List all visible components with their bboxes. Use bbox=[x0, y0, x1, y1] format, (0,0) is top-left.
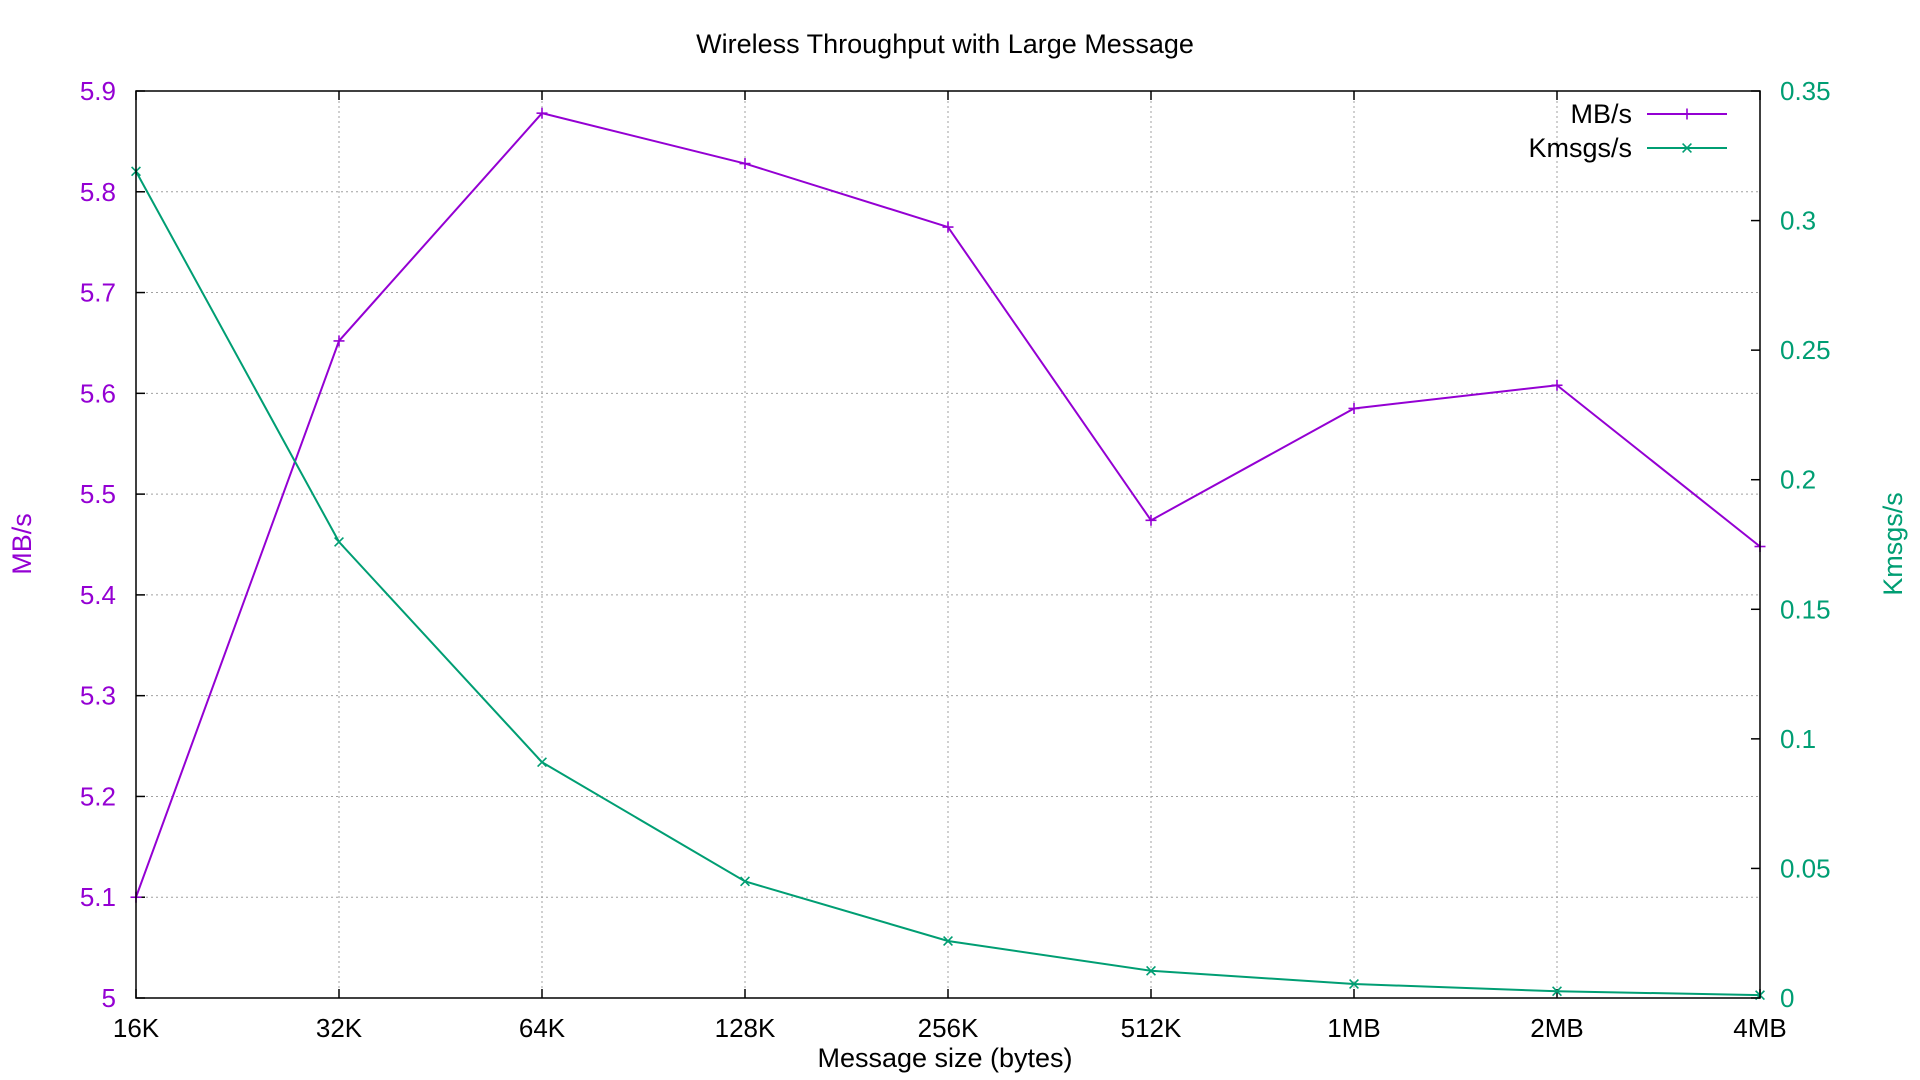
y2-tick-label: 0.1 bbox=[1780, 724, 1816, 754]
y2-tick-label: 0.25 bbox=[1780, 335, 1831, 365]
y-tick-label: 5.9 bbox=[80, 76, 116, 106]
y-axis-label: MB/s bbox=[7, 513, 37, 575]
data-point-mb-s bbox=[1348, 402, 1360, 414]
x-tick-label: 2MB bbox=[1530, 1013, 1583, 1043]
x-axis-label: Message size (bytes) bbox=[817, 1043, 1072, 1073]
y-tick-label: 5.8 bbox=[80, 177, 116, 207]
data-point-mb-s bbox=[942, 221, 954, 233]
y2-tick-label: 0 bbox=[1780, 983, 1794, 1013]
legend-marker-mb-s bbox=[1681, 108, 1693, 120]
y2-tick-label: 0.2 bbox=[1780, 465, 1816, 495]
x-tick-label: 1MB bbox=[1327, 1013, 1380, 1043]
y2-tick-label: 0.35 bbox=[1780, 76, 1831, 106]
legend-marker-kmsgs-s bbox=[1682, 143, 1692, 153]
y2-axis-ticks: 0 0.05 0.1 0.15 0.2 0.25 0.3 0.35 bbox=[1780, 76, 1831, 1013]
data-point-kmsgs-s bbox=[740, 876, 750, 887]
y-tick-label: 5.3 bbox=[80, 681, 116, 711]
y2-tick-label: 0.05 bbox=[1780, 853, 1831, 883]
x-tick-label: 4MB bbox=[1733, 1013, 1786, 1043]
y2-tick-label: 0.3 bbox=[1780, 206, 1816, 236]
y-tick-label: 5.4 bbox=[80, 580, 116, 610]
x-tick-label: 16K bbox=[113, 1013, 160, 1043]
data-point-mb-s bbox=[1551, 379, 1563, 391]
y-tick-label: 5.5 bbox=[80, 479, 116, 509]
data-point-kmsgs-s bbox=[537, 757, 547, 768]
data-point-mb-s bbox=[333, 335, 345, 347]
data-point-kmsgs-s bbox=[1146, 965, 1156, 976]
y-axis-ticks: 5 5.1 5.2 5.3 5.4 5.5 5.6 5.7 5.8 5.9 bbox=[80, 76, 116, 1013]
data-point-mb-s bbox=[536, 107, 548, 119]
x-axis-ticks: 16K 32K 64K 128K 256K 512K 1MB 2MB 4MB bbox=[113, 1013, 1787, 1043]
data-point-kmsgs-s bbox=[334, 536, 344, 547]
y2-tick-label: 0.15 bbox=[1780, 594, 1831, 624]
y2-axis-label: Kmsgs/s bbox=[1878, 492, 1908, 596]
x-tick-label: 512K bbox=[1121, 1013, 1182, 1043]
x-tick-label: 128K bbox=[715, 1013, 776, 1043]
chart-title: Wireless Throughput with Large Message bbox=[696, 29, 1194, 59]
data-point-kmsgs-s bbox=[1349, 979, 1359, 989]
plot-frame bbox=[135, 90, 1761, 999]
data-point-mb-s bbox=[1145, 514, 1157, 526]
x-tick-label: 64K bbox=[519, 1013, 566, 1043]
y-tick-label: 5.1 bbox=[80, 882, 116, 912]
y-tick-label: 5.6 bbox=[80, 378, 116, 408]
legend: MB/s Kmsgs/s bbox=[1528, 99, 1727, 163]
data-point-kmsgs-s bbox=[943, 936, 953, 946]
x-tick-label: 256K bbox=[918, 1013, 979, 1043]
x-tick-label: 32K bbox=[316, 1013, 363, 1043]
grid bbox=[136, 91, 1760, 998]
legend-label-kmsgs-s: Kmsgs/s bbox=[1528, 133, 1632, 163]
y-tick-label: 5 bbox=[102, 983, 116, 1013]
y-tick-label: 5.2 bbox=[80, 781, 116, 811]
data-point-mb-s bbox=[739, 158, 751, 170]
y-tick-label: 5.7 bbox=[80, 278, 116, 308]
legend-label-mb-s: MB/s bbox=[1570, 99, 1632, 129]
data-point-kmsgs-s bbox=[1552, 986, 1562, 997]
